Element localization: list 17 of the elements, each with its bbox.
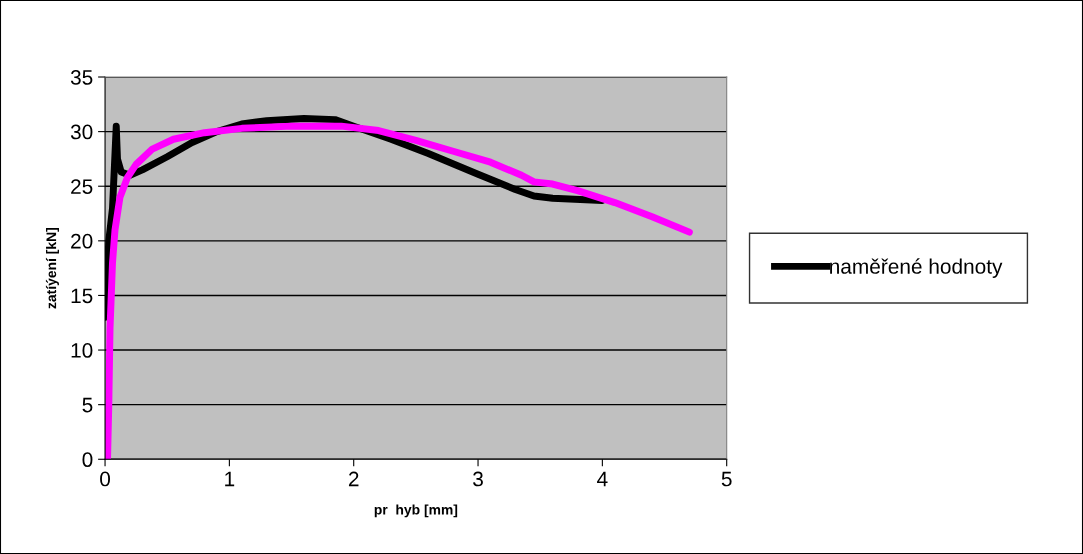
x-axis-title: pr hyb [mm] bbox=[374, 504, 458, 518]
x-tick-label: 0 bbox=[100, 471, 111, 487]
x-tick-label: 2 bbox=[348, 471, 359, 487]
y-tick-label: 30 bbox=[70, 124, 93, 140]
x-tick-label: 1 bbox=[225, 471, 235, 487]
y-tick-label: 10 bbox=[71, 343, 93, 358]
legend-label: naměřené hodnoty bbox=[830, 258, 1003, 278]
x-tick-label: 4 bbox=[597, 471, 608, 487]
x-tick-label: 3 bbox=[473, 471, 483, 487]
y-tick-label: 20 bbox=[71, 233, 93, 249]
y-tick-label: 25 bbox=[71, 179, 93, 194]
x-tick-label: 5 bbox=[721, 471, 732, 487]
y-tick-label: 35 bbox=[70, 70, 93, 85]
y-tick-label: 5 bbox=[82, 397, 93, 413]
y-tick-label: 15 bbox=[71, 288, 93, 304]
y-tick-label: 0 bbox=[82, 452, 93, 468]
y-axis-title: zatíýení [kN] bbox=[45, 228, 59, 309]
